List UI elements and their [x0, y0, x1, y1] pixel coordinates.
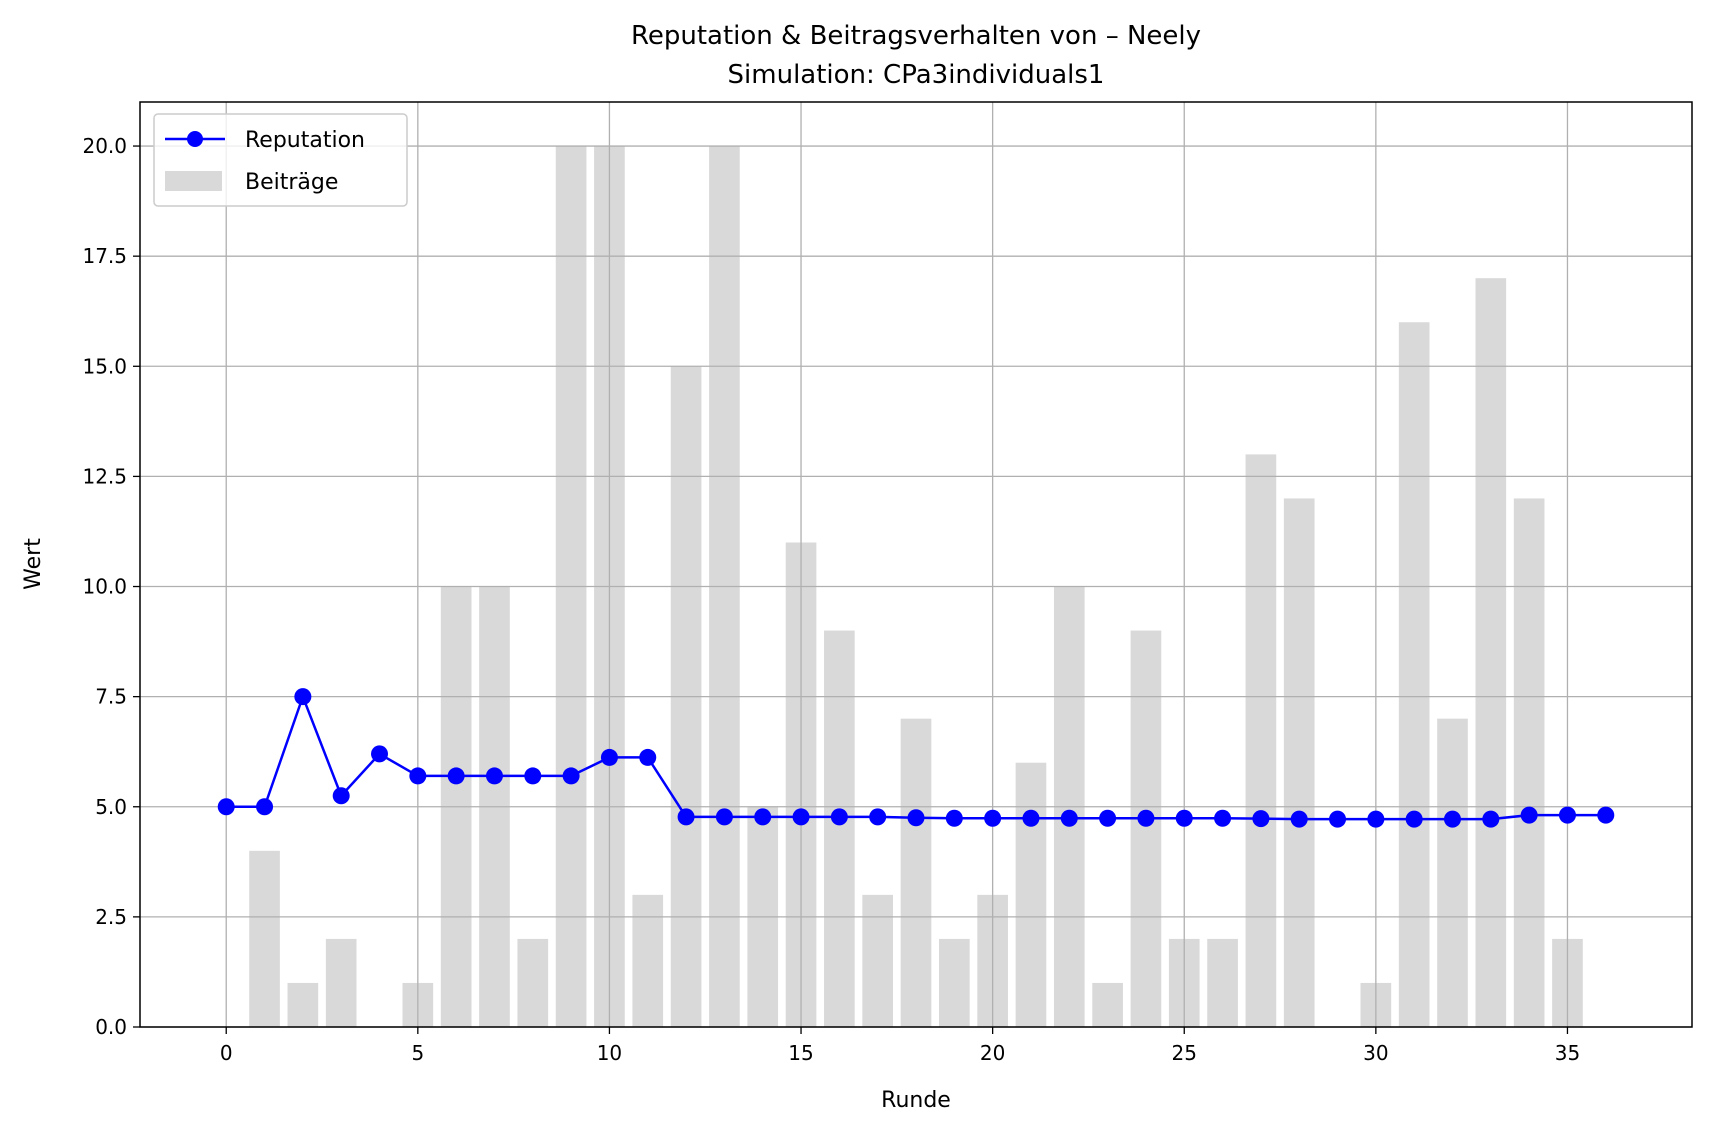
y-axis-label: Wert [21, 538, 46, 590]
bar-beitraege-27 [1245, 454, 1277, 1027]
reputation-point-27 [1252, 810, 1270, 828]
reputation-point-13 [715, 808, 733, 826]
x-tick-label-25: 25 [1172, 1041, 1197, 1065]
reputation-point-17 [869, 808, 887, 826]
bar-beitraege-23 [1092, 982, 1123, 1027]
bar-beitraege-3 [325, 938, 357, 1027]
bar-beitraege-1 [249, 850, 280, 1027]
y-tick-label-2.5: 2.5 [95, 905, 127, 929]
bar-beitraege-24 [1130, 630, 1162, 1027]
bar-beitraege-26 [1207, 938, 1238, 1027]
reputation-point-35 [1558, 806, 1576, 824]
y-tick-label-15: 15.0 [82, 354, 127, 378]
bar-beitraege-21 [1015, 762, 1047, 1027]
legend: Reputation Beiträge [153, 113, 408, 207]
bar-beitraege-8 [517, 938, 549, 1027]
reputation-point-1 [256, 798, 274, 816]
reputation-point-30 [1367, 810, 1385, 828]
chart-subtitle: Simulation: CPa3individuals1 [728, 60, 1105, 90]
legend-reputation-label: Reputation [245, 128, 365, 153]
y-tick-label-12.5: 12.5 [82, 464, 127, 488]
bar-beitraege-18 [900, 718, 932, 1027]
reputation-point-24 [1137, 809, 1155, 827]
y-tick-label-7.5: 7.5 [95, 685, 127, 709]
legend-beitraege-label: Beiträge [245, 170, 338, 195]
reputation-point-19 [945, 809, 963, 827]
reputation-point-33 [1482, 810, 1500, 828]
x-axis-label: Runde [881, 1088, 951, 1113]
reputation-point-21 [1022, 809, 1040, 827]
reputation-point-16 [830, 808, 848, 826]
reputation-point-31 [1405, 810, 1423, 828]
reputation-point-23 [1099, 809, 1117, 827]
chart-title: Reputation & Beitragsverhalten von – Nee… [631, 21, 1201, 51]
bar-beitraege-34 [1513, 498, 1545, 1027]
reputation-point-28 [1290, 810, 1308, 828]
reputation-point-14 [754, 808, 772, 826]
bar-beitraege-17 [862, 894, 894, 1027]
bar-beitraege-28 [1283, 498, 1315, 1027]
reputation-point-2 [294, 688, 312, 706]
bar-beitraege-32 [1437, 718, 1468, 1027]
bar-beitraege-2 [287, 982, 319, 1027]
reputation-point-0 [217, 798, 235, 816]
x-tick-label-35: 35 [1555, 1041, 1580, 1065]
reputation-point-15 [792, 808, 810, 826]
reputation-point-32 [1443, 810, 1461, 828]
reputation-point-8 [524, 767, 542, 785]
plot-frame [139, 101, 1693, 1028]
reputation-point-22 [1060, 809, 1078, 827]
bar-beitraege-11 [632, 894, 664, 1027]
legend-reputation-marker [187, 131, 203, 147]
reputation-point-25 [1175, 809, 1193, 827]
reputation-point-5 [409, 767, 427, 785]
reputation-point-20 [984, 809, 1002, 827]
reputation-point-26 [1214, 809, 1232, 827]
reputation-point-36 [1597, 806, 1615, 824]
bar-beitraege-31 [1398, 322, 1430, 1027]
reputation-point-9 [562, 767, 580, 785]
reputation-point-29 [1329, 810, 1347, 828]
reputation-point-34 [1520, 806, 1538, 824]
reputation-point-4 [371, 745, 389, 763]
x-tick-label-30: 30 [1363, 1041, 1388, 1065]
reputation-point-12 [677, 808, 695, 826]
y-tick-label-17.5: 17.5 [82, 244, 127, 268]
x-tick-label-20: 20 [980, 1041, 1005, 1065]
y-tick-label-20: 20.0 [82, 134, 127, 158]
x-tick-label-0: 0 [220, 1041, 233, 1065]
reputation-point-7 [485, 767, 503, 785]
reputation-point-11 [639, 748, 657, 766]
x-tick-label-10: 10 [597, 1041, 622, 1065]
reputation-point-10 [600, 748, 618, 766]
reputation-point-18 [907, 809, 925, 827]
reputation-point-3 [332, 787, 350, 805]
y-tick-label-5: 5.0 [95, 795, 127, 819]
y-tick-label-10: 10.0 [82, 575, 127, 599]
reputation-line-layer [217, 688, 1615, 828]
bar-beitraege-33 [1475, 278, 1507, 1027]
bar-beitraege-16 [824, 630, 855, 1027]
reputation-point-6 [447, 767, 465, 785]
legend-beitraege-swatch [165, 171, 222, 191]
y-tick-label-0: 0.0 [95, 1015, 127, 1039]
ticks-layer: 0 5 10 15 20 25 30 35 0.0 2.5 5.0 7.5 10.0 12.5 15.0 17… [82, 134, 1580, 1065]
x-tick-label-15: 15 [788, 1041, 813, 1065]
x-tick-label-5: 5 [411, 1041, 424, 1065]
bar-beitraege-19 [938, 938, 970, 1027]
